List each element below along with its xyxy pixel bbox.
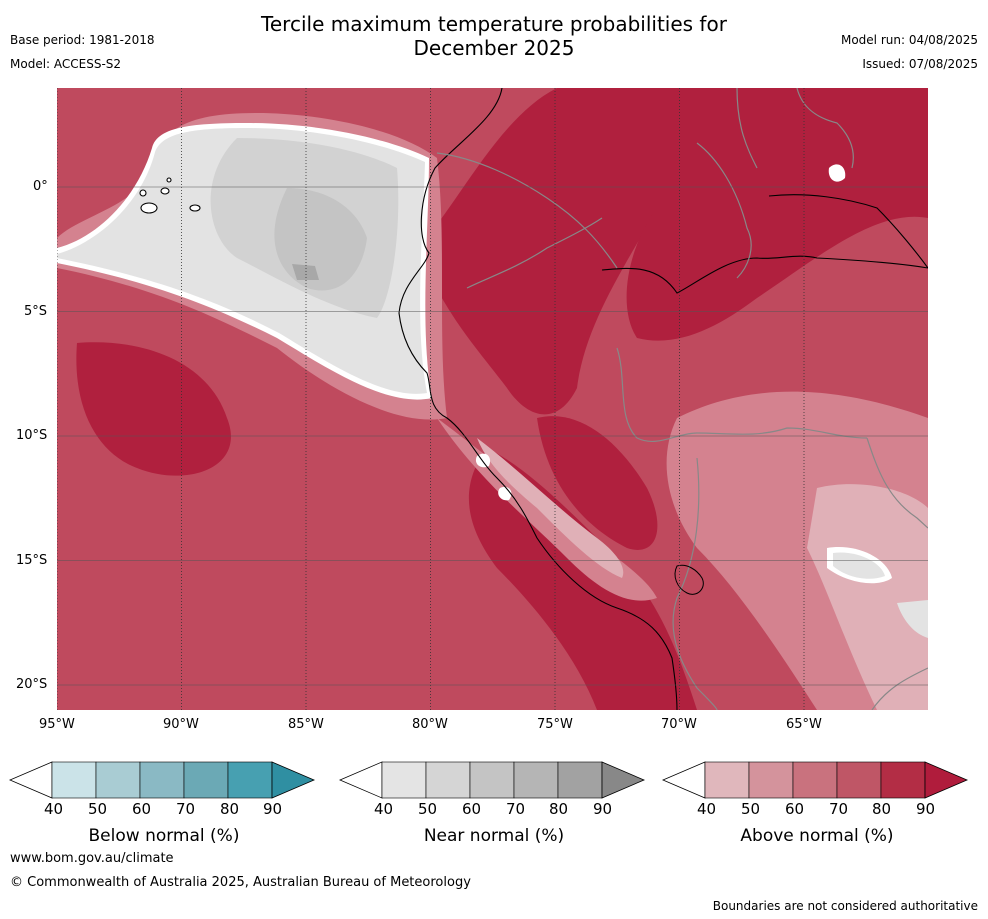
title-line-1: Tercile maximum temperature probabilitie…	[261, 12, 727, 36]
region-near-normal-bolivia-inner	[833, 552, 885, 579]
cb1-tick-50: 50	[418, 800, 438, 818]
lat-label-5s: 5°S	[24, 304, 48, 319]
cb0-tick-90: 90	[263, 800, 283, 818]
near-colorbar-over-triangle	[601, 761, 646, 799]
region-above-80-ocean-south	[76, 342, 231, 476]
above-colorbar-swatch-50	[748, 761, 794, 799]
model-run: Model run: 04/08/2025	[840, 33, 978, 47]
above-colorbar-swatch-80	[880, 761, 926, 799]
cb0-tick-70: 70	[176, 800, 196, 818]
below-colorbar-swatch-40	[51, 761, 97, 799]
near-colorbar-swatch-60	[469, 761, 515, 799]
lon-label-85w: 85°W	[288, 717, 324, 732]
cb2-tick-70: 70	[829, 800, 849, 818]
cb2-tick-60: 60	[785, 800, 805, 818]
meta-left: Base period: 1981-2018 Model: ACCESS-S2	[10, 28, 155, 76]
lon-label-95w: 95°W	[39, 717, 75, 732]
below-colorbar-swatch-80	[227, 761, 273, 799]
lon-label-90w: 90°W	[163, 717, 199, 732]
coastline	[398, 88, 678, 710]
near-colorbar-swatch-80	[557, 761, 603, 799]
issued-date: Issued: 07/08/2025	[862, 57, 978, 71]
probability-map	[57, 88, 928, 710]
cb0-tick-40: 40	[44, 800, 64, 818]
galapagos-islands	[139, 177, 201, 214]
below-colorbar-under-triangle	[8, 761, 53, 799]
colorbar-near-normal	[338, 761, 646, 799]
below-colorbar-swatch-70	[183, 761, 229, 799]
below-colorbar-swatch-60	[139, 761, 185, 799]
base-period: Base period: 1981-2018	[10, 33, 155, 47]
above-colorbar-under-triangle	[661, 761, 706, 799]
lon-label-65w: 65°W	[786, 717, 822, 732]
copyright-notice: © Commonwealth of Australia 2025, Austra…	[10, 875, 471, 890]
above-colorbar-over-triangle	[924, 761, 969, 799]
lon-label-80w: 80°W	[412, 717, 448, 732]
colorbar-label-above: Above normal (%)	[740, 826, 894, 846]
model-name: Model: ACCESS-S2	[10, 57, 122, 71]
boundary-disclaimer: Boundaries are not considered authoritat…	[712, 899, 978, 913]
lake-titicaca	[674, 564, 704, 595]
amazon-river-north	[768, 194, 928, 269]
region-near-normal-70	[292, 264, 319, 280]
lat-label-20s: 20°S	[16, 677, 48, 692]
amazon-river	[601, 255, 928, 294]
cb1-tick-40: 40	[374, 800, 394, 818]
near-colorbar-under-triangle	[338, 761, 383, 799]
cb2-tick-80: 80	[872, 800, 892, 818]
cb1-tick-70: 70	[506, 800, 526, 818]
colorbar-above-normal	[661, 761, 969, 799]
above-colorbar-swatch-60	[792, 761, 838, 799]
country-borders	[436, 88, 928, 710]
bom-climate-link[interactable]: www.bom.gov.au/climate	[10, 851, 174, 866]
lat-label-10s: 10°S	[16, 428, 48, 443]
region-above-50-bolivia	[807, 484, 928, 710]
meta-right: Model run: 04/08/2025 Issued: 07/08/2025	[841, 28, 978, 76]
cb1-tick-60: 60	[462, 800, 482, 818]
cb0-tick-80: 80	[220, 800, 240, 818]
lon-label-75w: 75°W	[537, 717, 573, 732]
below-colorbar-swatch-50	[95, 761, 141, 799]
cb1-tick-80: 80	[549, 800, 569, 818]
near-colorbar-swatch-40	[381, 761, 427, 799]
lat-label-0: 0°	[33, 179, 48, 194]
cb2-tick-40: 40	[697, 800, 717, 818]
above-colorbar-swatch-70	[836, 761, 882, 799]
cb0-tick-50: 50	[88, 800, 108, 818]
near-colorbar-swatch-50	[425, 761, 471, 799]
latitude-gridlines	[57, 186, 928, 686]
above-colorbar-swatch-40	[704, 761, 750, 799]
near-colorbar-swatch-70	[513, 761, 559, 799]
region-near-normal-east-edge	[897, 600, 928, 638]
white-spot-1	[828, 164, 846, 182]
cb1-tick-90: 90	[593, 800, 613, 818]
region-above-80-inland	[537, 416, 658, 550]
cb2-tick-50: 50	[741, 800, 761, 818]
title-line-2: December 2025	[413, 36, 575, 60]
cb2-tick-90: 90	[916, 800, 936, 818]
below-colorbar-over-triangle	[271, 761, 316, 799]
colorbar-label-near: Near normal (%)	[423, 826, 565, 846]
page-title: Tercile maximum temperature probabilitie…	[0, 12, 988, 60]
lat-label-15s: 15°S	[16, 553, 48, 568]
cb0-tick-60: 60	[132, 800, 152, 818]
colorbar-below-normal	[8, 761, 316, 799]
region-above-50-coastal-strip	[477, 438, 624, 578]
lon-label-70w: 70°W	[661, 717, 697, 732]
region-above-80-andes	[417, 88, 677, 415]
colorbar-label-below: Below normal (%)	[88, 826, 240, 846]
